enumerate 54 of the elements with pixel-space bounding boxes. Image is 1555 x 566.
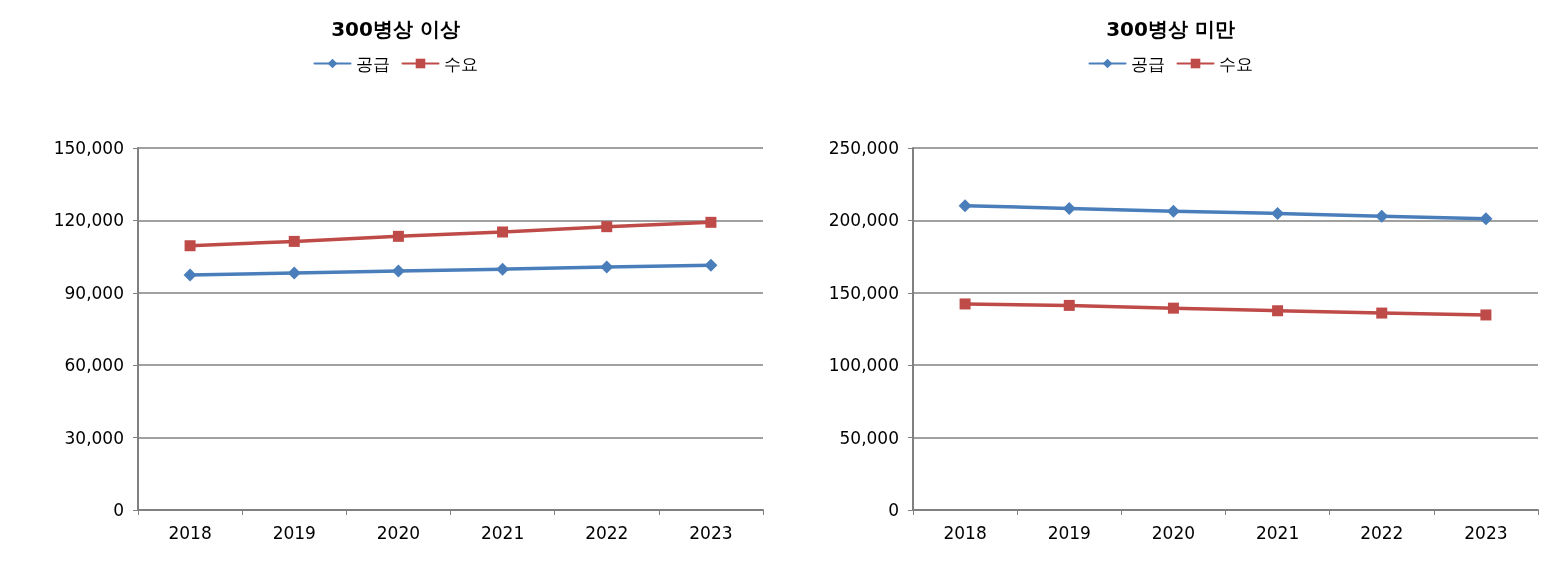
x-tick-label: 2023	[689, 522, 733, 543]
x-tick-label: 2020	[1151, 522, 1196, 543]
legend-label: 공급	[1130, 53, 1165, 74]
y-tick-label: 200,000	[828, 210, 899, 231]
chart-title: 300병상 이상	[331, 17, 460, 41]
x-tick-label: 2023	[1464, 522, 1508, 543]
x-tick-label: 2021	[1255, 522, 1300, 543]
point	[1479, 212, 1493, 226]
point	[183, 268, 197, 282]
x-tick-label: 2021	[480, 522, 525, 543]
x-tick-label: 2020	[376, 522, 421, 543]
y-tick-label: 150,000	[828, 282, 899, 303]
point	[959, 298, 971, 310]
point	[287, 266, 301, 280]
point	[1166, 204, 1180, 218]
x-tick-label: 2022	[585, 522, 629, 543]
x-tick-label: 2022	[1360, 522, 1404, 543]
point	[705, 216, 717, 228]
point	[288, 235, 300, 247]
y-tick-label: 150,000	[53, 138, 124, 158]
y-tick-label: 50,000	[839, 427, 899, 448]
point	[1271, 206, 1285, 220]
x-tick-label: 2019	[1047, 522, 1091, 543]
point	[1062, 201, 1076, 215]
legend-label: 수요	[443, 53, 478, 74]
y-tick-label: 120,000	[53, 210, 124, 231]
x-tick-label: 2018	[168, 522, 212, 543]
y-tick-label: 60,000	[64, 355, 124, 376]
y-tick-label: 30,000	[64, 427, 124, 448]
point	[1063, 299, 1075, 311]
point	[1375, 209, 1389, 223]
point	[497, 226, 509, 238]
y-tick-label: 250,000	[828, 138, 899, 158]
legend-label: 공급	[355, 53, 390, 74]
y-tick-label: 0	[888, 500, 899, 520]
legend-label: 수요	[1218, 53, 1253, 74]
point	[496, 262, 510, 276]
x-tick-label: 2019	[272, 522, 316, 543]
point	[391, 264, 405, 278]
point	[600, 260, 614, 274]
chart-title: 300병상 미만	[1106, 17, 1235, 41]
point	[184, 240, 196, 252]
y-tick-label: 90,000	[64, 282, 124, 303]
point	[1480, 309, 1492, 321]
point	[1376, 307, 1388, 319]
point	[704, 258, 718, 272]
point	[958, 199, 972, 213]
y-tick-label: 100,000	[828, 355, 899, 376]
point	[1272, 305, 1284, 317]
point	[1167, 302, 1179, 314]
point	[601, 221, 613, 233]
point	[392, 230, 404, 242]
x-tick-label: 2018	[943, 522, 987, 543]
y-tick-label: 0	[113, 500, 124, 520]
